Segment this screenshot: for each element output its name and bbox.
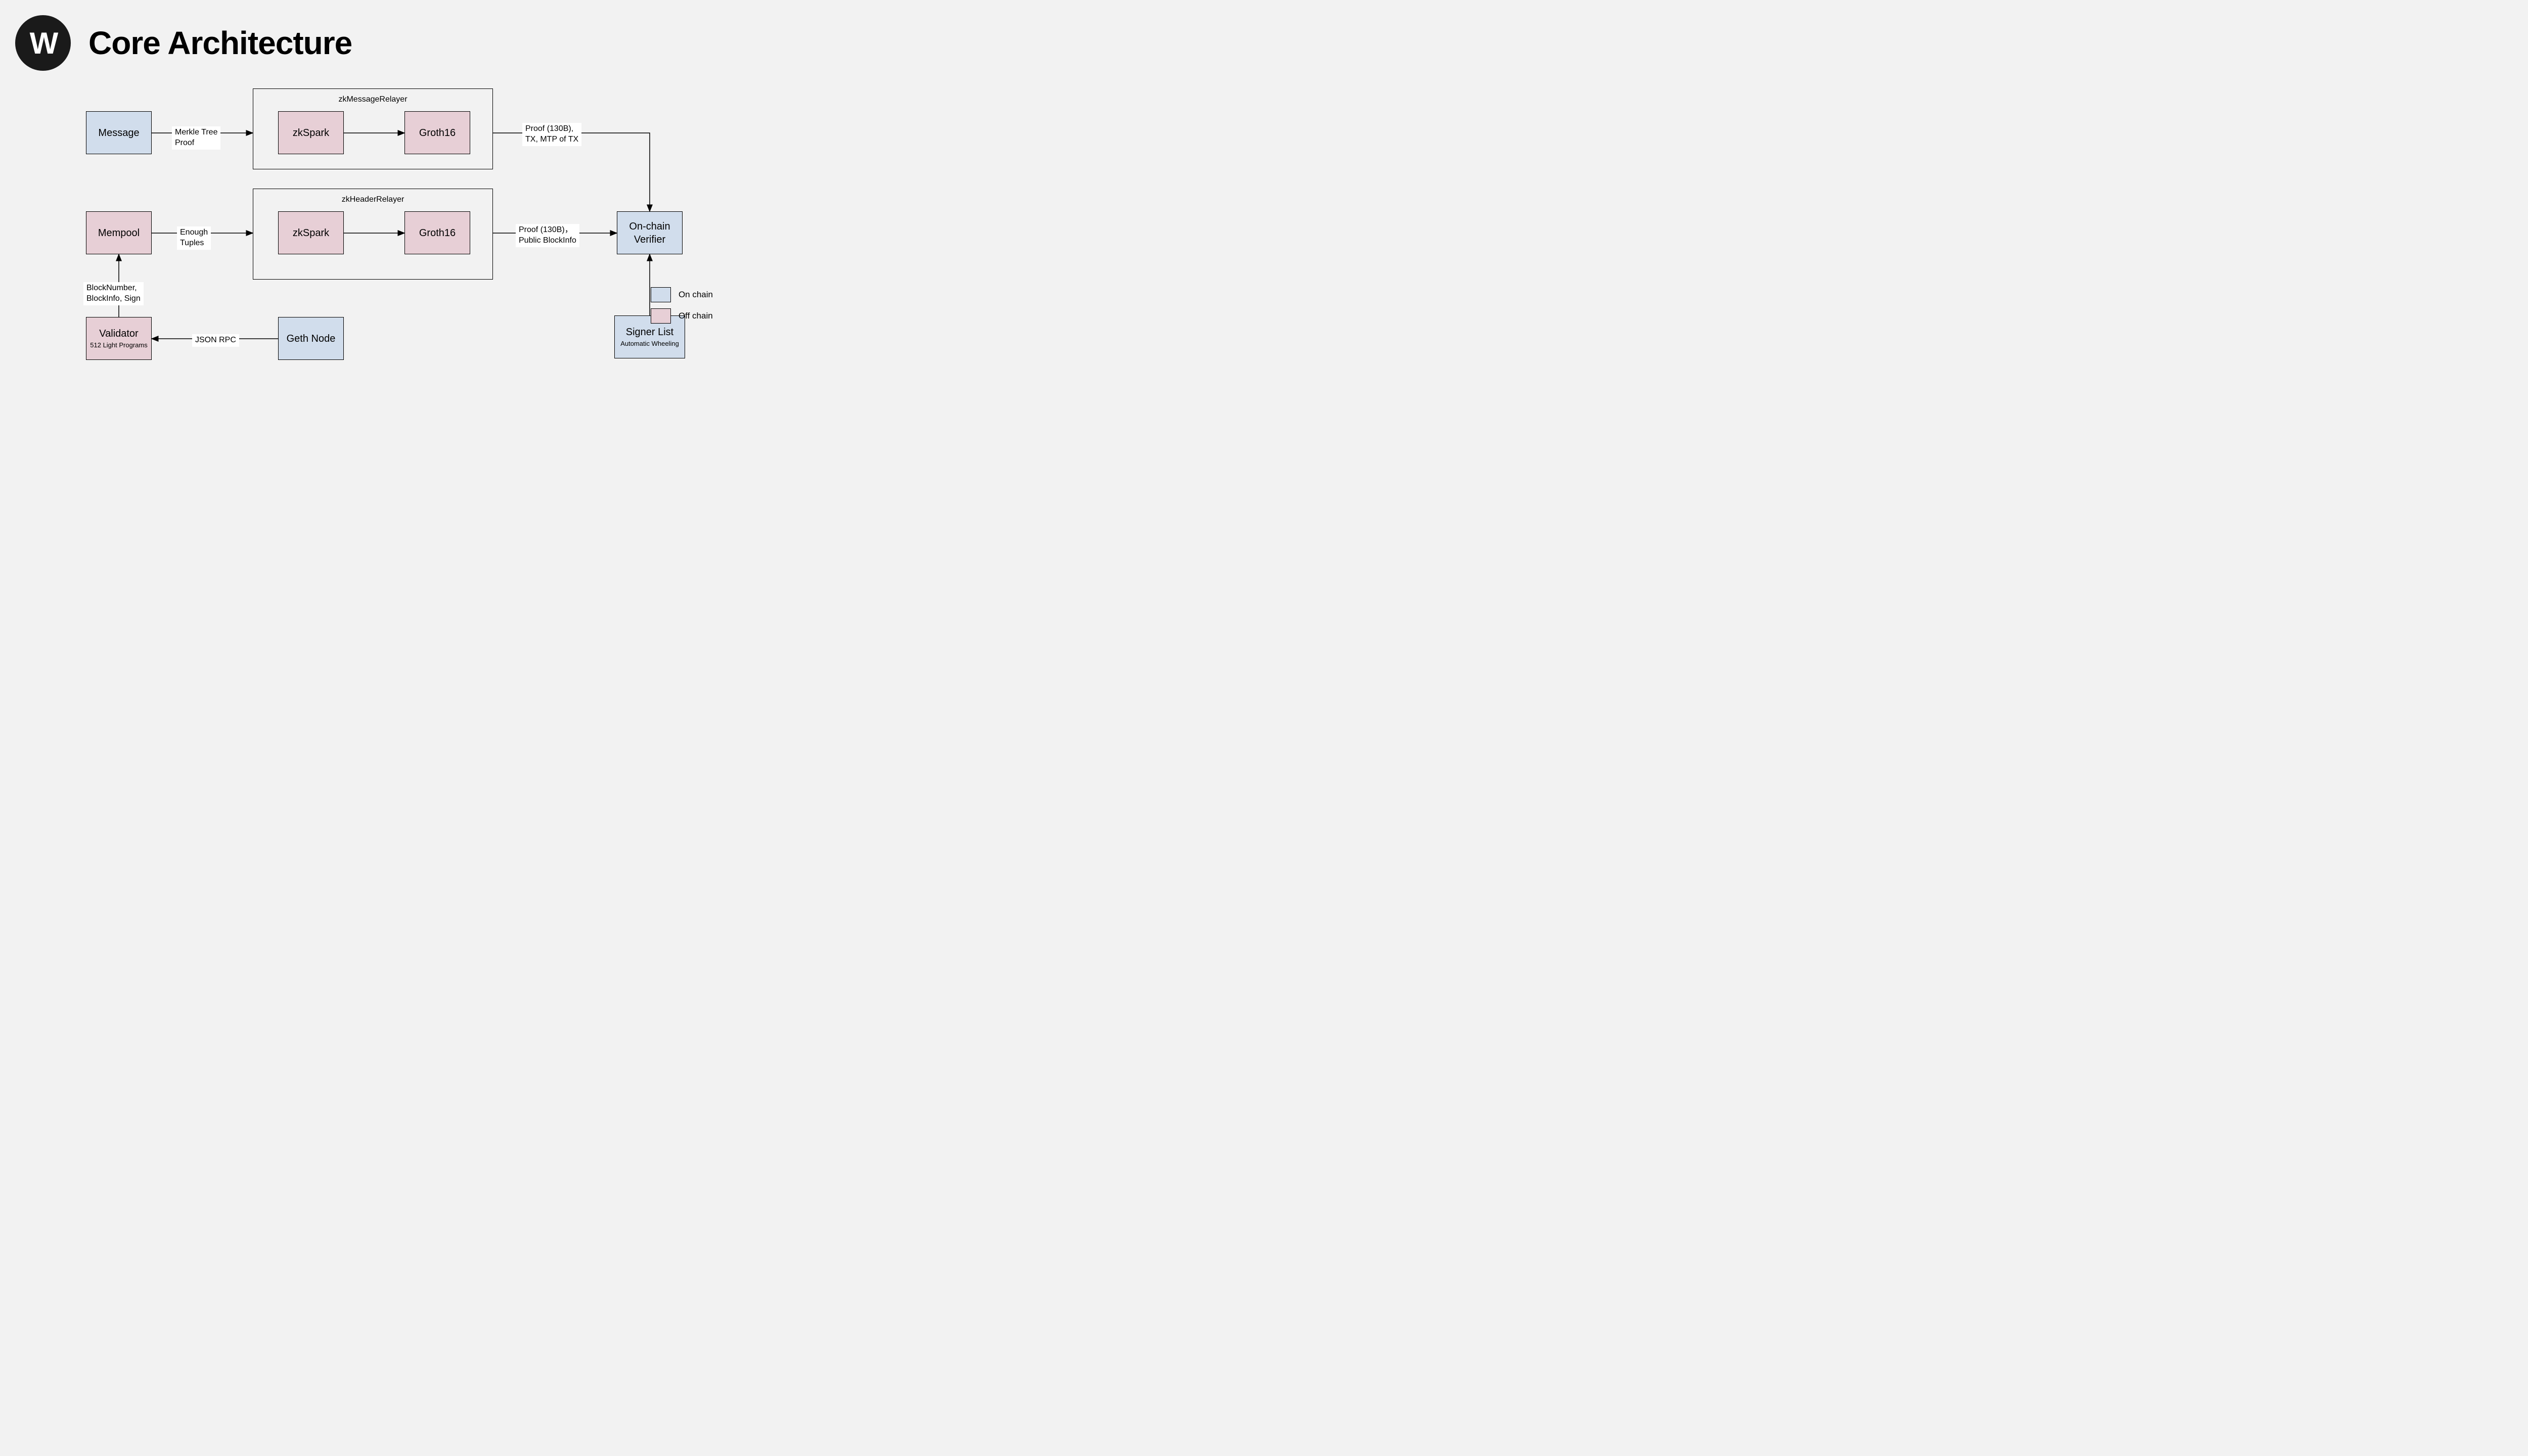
edge-label-enough: Enough Tuples [177, 226, 211, 250]
container-label: zkHeaderRelayer [253, 195, 492, 204]
node-groth16-1: Groth16 [404, 111, 470, 154]
edge-label-proof1: Proof (130B), TX, MTP of TX [522, 123, 581, 146]
legend-swatch-offchain [651, 308, 671, 324]
node-geth: Geth Node [278, 317, 344, 360]
edge-label-blockinfo: BlockNumber, BlockInfo, Sign [83, 282, 144, 305]
node-message: Message [86, 111, 152, 154]
edge-label-jsonrpc: JSON RPC [192, 334, 239, 347]
node-zkspark-1: zkSpark [278, 111, 344, 154]
node-groth16-2: Groth16 [404, 211, 470, 254]
logo-icon: W [15, 15, 71, 71]
edge-label-proof2: Proof (130B)， Public BlockInfo [516, 224, 579, 247]
legend-item-offchain: Off chain [651, 308, 713, 324]
legend: On chain Off chain [651, 287, 713, 324]
page-title: Core Architecture [88, 24, 352, 62]
node-verifier: On-chain Verifier [617, 211, 683, 254]
edge-label-merkle: Merkle Tree Proof [172, 126, 220, 150]
legend-swatch-onchain [651, 287, 671, 302]
architecture-diagram: zkMessageRelayer zkHeaderRelayer Message… [0, 81, 728, 410]
node-zkspark-2: zkSpark [278, 211, 344, 254]
container-label: zkMessageRelayer [253, 95, 492, 104]
legend-item-onchain: On chain [651, 287, 713, 302]
node-mempool: Mempool [86, 211, 152, 254]
node-validator: Validator 512 Light Programs [86, 317, 152, 360]
